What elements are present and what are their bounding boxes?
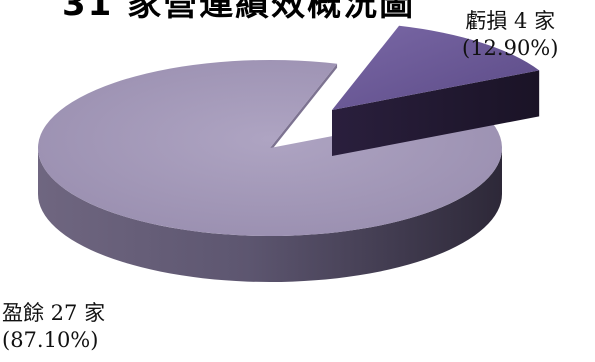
slice-label-loss-percent: (12.90%) xyxy=(462,36,559,60)
slice-label-loss-name: 虧損 4 家 xyxy=(465,9,556,33)
slice-top-profit xyxy=(37,60,503,236)
slice-label-profit-name: 盈餘 27 家 xyxy=(2,301,106,325)
slice-label-loss: 虧損 4 家 (12.90%) xyxy=(462,8,558,62)
slice-cut-profit xyxy=(270,63,338,152)
slice-side-profit xyxy=(38,148,502,282)
slice-label-profit: 盈餘 27 家 (87.10%) xyxy=(2,300,105,354)
slice-side-loss xyxy=(332,70,540,156)
chart-title: 31 家營運績效概況圖 xyxy=(62,0,416,24)
slice-label-profit-percent: (87.10%) xyxy=(2,328,99,352)
slice-top-loss xyxy=(332,25,540,111)
